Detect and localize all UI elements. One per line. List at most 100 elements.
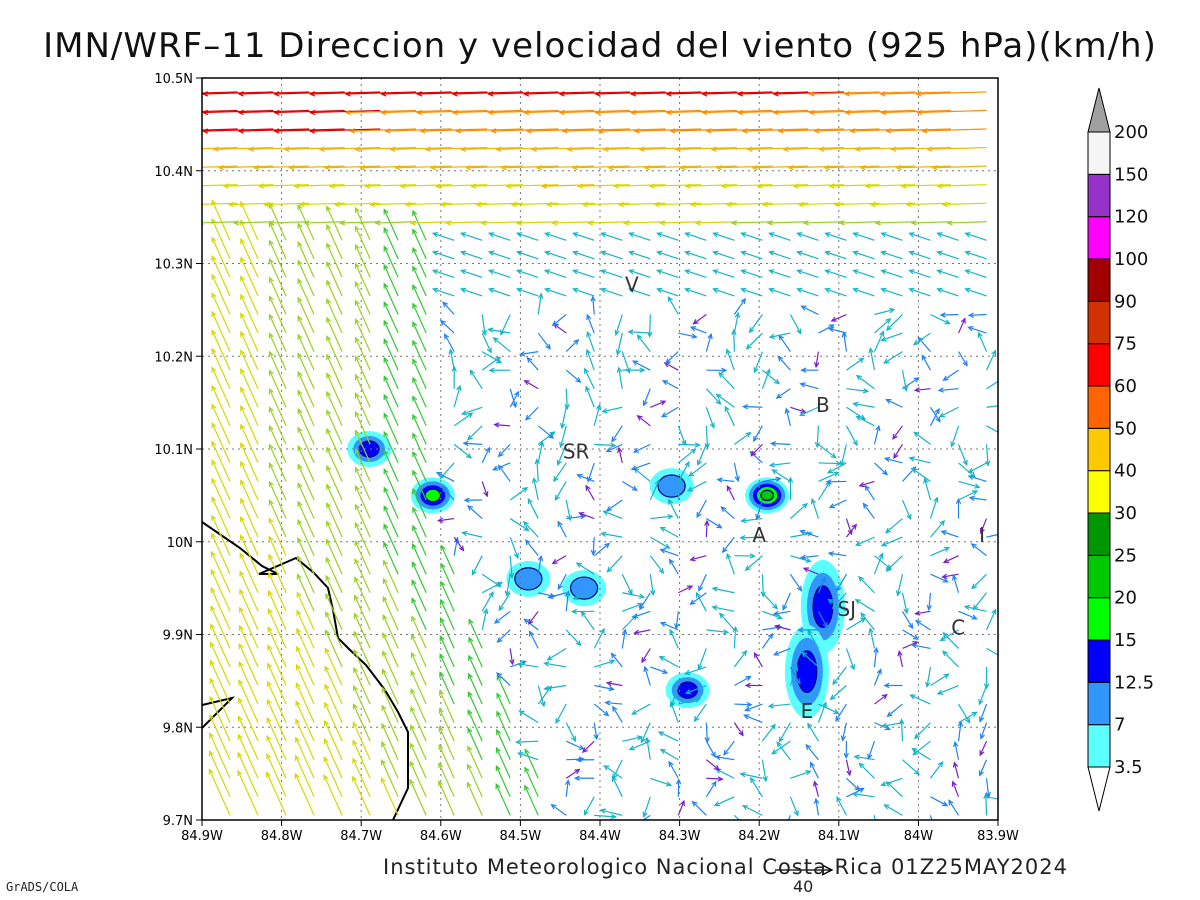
wind-vector-shaft <box>909 288 931 297</box>
wind-vector <box>240 423 259 464</box>
wind-vector <box>352 739 371 779</box>
wind-vector-shaft <box>789 666 801 684</box>
wind-vector-shaft <box>268 370 287 408</box>
wind-vector <box>799 554 819 560</box>
wind-vector-head <box>1004 403 1009 407</box>
wind-vector <box>353 630 371 668</box>
wind-vector-shaft <box>203 109 274 114</box>
wind-vector-head <box>944 319 951 325</box>
wind-vector <box>565 740 585 750</box>
wind-vector <box>412 395 427 427</box>
wind-vector-shaft <box>856 375 875 390</box>
wind-vector-head <box>744 706 751 712</box>
wind-vector <box>354 243 371 278</box>
wind-vector-head <box>439 473 446 480</box>
wind-vector <box>382 613 399 649</box>
wind-vector-shaft <box>873 669 882 686</box>
wind-vector-shaft <box>567 146 630 151</box>
wind-vector-shaft <box>319 146 381 150</box>
wind-vector-shaft <box>352 776 371 816</box>
wind-vector-head <box>267 626 273 633</box>
wind-vector-shaft <box>711 146 773 150</box>
wind-vector-shaft <box>680 165 737 169</box>
wind-vector <box>733 722 744 737</box>
wind-vector-shaft <box>375 221 416 224</box>
wind-vector-head <box>530 146 537 153</box>
wind-vector <box>557 520 567 538</box>
wind-vector-head <box>630 465 638 471</box>
wind-vector-head <box>518 351 526 357</box>
wind-vector-head <box>840 735 847 742</box>
wind-vector <box>789 664 799 686</box>
wind-vector-head <box>740 250 747 256</box>
wind-vector-shaft <box>881 288 903 297</box>
wind-vector-head <box>412 395 418 402</box>
wind-vector-shaft <box>297 464 315 501</box>
wind-vector <box>528 630 539 649</box>
wind-vector-head <box>444 333 450 340</box>
wind-vector-head <box>326 502 332 509</box>
colorbar-label: 120 <box>1114 207 1148 228</box>
wind-vector-head <box>634 822 639 826</box>
wind-vector-head <box>852 287 859 293</box>
wind-vector-head <box>353 684 358 692</box>
wind-vector-shaft <box>789 796 799 816</box>
wind-vector-head <box>689 599 696 605</box>
wind-vector-head <box>288 164 295 171</box>
wind-vector <box>237 91 310 97</box>
wind-vector-shaft <box>203 91 274 95</box>
wind-vector-head <box>183 199 187 204</box>
wind-vector <box>669 128 737 134</box>
wind-vector-head <box>936 689 944 695</box>
wind-vector-shaft <box>749 314 763 333</box>
wind-vector-head <box>515 232 523 238</box>
wind-vector-shaft <box>433 269 455 278</box>
wind-vector-shaft <box>267 609 287 649</box>
wind-vector-shaft <box>646 737 651 760</box>
wind-vector-head <box>810 497 817 505</box>
wind-vector-shaft <box>202 350 203 352</box>
wind-vector <box>773 624 791 631</box>
wind-vector-head <box>326 520 331 527</box>
wind-vector <box>640 722 651 744</box>
wind-vector-shaft <box>453 443 472 459</box>
wind-vector-shaft <box>594 814 616 818</box>
wind-vector-head <box>439 671 445 678</box>
wind-vector <box>412 450 427 482</box>
wind-vector-shaft <box>800 406 819 416</box>
wind-vector-shaft <box>937 251 959 260</box>
wind-vector-shaft <box>500 314 511 335</box>
wind-vector-head <box>674 623 680 630</box>
wind-vector-head <box>880 781 887 787</box>
wind-vector <box>766 220 809 226</box>
wind-vector-shaft <box>853 269 875 278</box>
wind-vector <box>818 460 842 467</box>
wind-vector-head <box>830 316 837 322</box>
wind-vector-shaft <box>439 654 455 686</box>
wind-vector-shaft <box>713 288 735 297</box>
wind-vector-head <box>535 164 542 171</box>
wind-vector <box>772 91 844 97</box>
wind-vector-shaft <box>202 424 203 426</box>
wind-vector-head <box>468 636 474 643</box>
wind-vector-head <box>525 539 531 546</box>
wind-vector-head <box>380 777 386 784</box>
wind-vector-shaft <box>628 331 651 334</box>
wind-vector-head <box>181 750 185 755</box>
wind-vector <box>459 287 483 297</box>
wind-vector-shaft <box>761 574 764 597</box>
wind-vector <box>621 351 631 374</box>
wind-vector <box>797 627 819 633</box>
wind-vector-head <box>183 403 187 408</box>
wind-vector <box>412 246 427 278</box>
wind-vector-shaft <box>354 522 371 556</box>
wind-vector <box>886 703 903 718</box>
wind-vector <box>326 242 343 278</box>
wind-vector <box>594 91 666 97</box>
wind-vector <box>525 539 539 557</box>
wind-vector-shaft <box>602 406 623 413</box>
wind-vector-shaft <box>841 722 848 741</box>
wind-vector <box>267 608 287 649</box>
wind-vector <box>835 703 847 722</box>
wind-vector <box>706 518 723 529</box>
